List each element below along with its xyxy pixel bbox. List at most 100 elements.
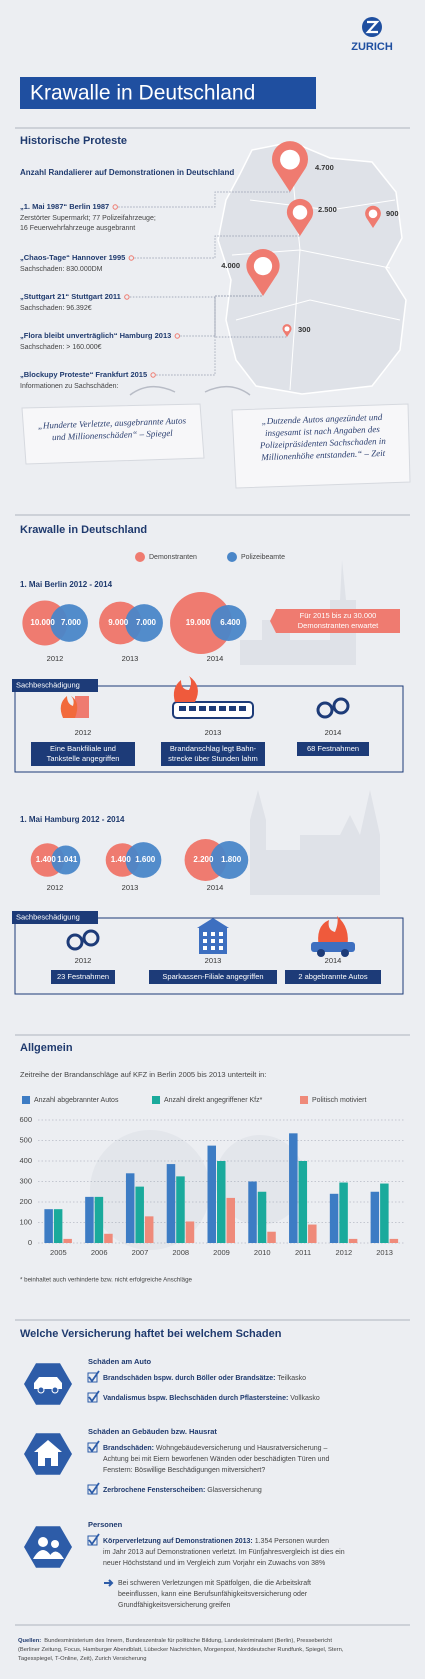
bubble-label: 7.000: [136, 618, 157, 627]
quote: Millionenhöhe entstanden.“ – Zeit: [260, 448, 386, 462]
y-tick-label: 0: [28, 1238, 32, 1247]
bar: [207, 1145, 216, 1243]
damage-tab: [12, 679, 98, 692]
quote: und Millionenschäden“ – Spiegel: [52, 428, 174, 442]
quote-paper: [21, 403, 205, 465]
source-text: Tagesspiegel, T-Online, Zeit), Zurich Ve…: [18, 1656, 146, 1662]
caption-box: [149, 970, 277, 984]
icon: [209, 706, 216, 711]
bar: [267, 1231, 276, 1243]
legend-swatch: [300, 1096, 308, 1104]
map: [217, 141, 407, 395]
bar: [348, 1238, 358, 1243]
bubble-police: [210, 841, 249, 879]
pin-hole: [253, 256, 273, 276]
caption-box: [161, 742, 265, 766]
protest-detail: Zerstörter Supermarkt; 77 Polizeifahrzeu…: [20, 215, 156, 222]
caption: Tankstelle angegriffen: [47, 754, 120, 763]
pin-label: 2.500: [318, 205, 337, 214]
icon: [51, 1386, 59, 1394]
group-title: Schäden an Gebäuden bzw. Hausrat: [88, 1427, 217, 1436]
y-tick-label: 600: [19, 1115, 32, 1124]
source-line: Quellen: Bundesministerium des Innern, Bu…: [18, 1638, 332, 1644]
caption: Sparkassen-Filiale angegriffen: [162, 972, 263, 981]
subtitle: Anzahl Randalierer auf Demonstrationen i…: [20, 168, 234, 177]
year-label: 2014: [207, 883, 224, 892]
legend-label: Demonstranten: [149, 554, 197, 561]
legend-swatch: [227, 552, 237, 562]
bar: [257, 1191, 267, 1243]
bar: [44, 1209, 53, 1243]
icon: [203, 946, 207, 950]
callout-text: Für 2015 bis zu 30.000: [300, 611, 377, 620]
checkbox: [87, 1442, 98, 1453]
bar: [63, 1238, 72, 1243]
bubble-label: 10.000: [30, 618, 55, 627]
footnote: * beinhaltet auch verhinderte bzw. nicht…: [20, 1277, 193, 1284]
pin-label: 4.700: [315, 163, 334, 172]
connector: [134, 235, 300, 259]
x-tick-label: 2006: [91, 1248, 108, 1257]
protest-title: „Chaos-Tage“ Hannover 1995: [20, 253, 125, 262]
pin-hole: [280, 149, 300, 170]
connector-dot: [124, 294, 130, 300]
bubble-label: 1.400: [36, 855, 57, 864]
bubble-label: 1.041: [57, 855, 78, 864]
legend-swatch: [135, 552, 145, 562]
bubble-label: 7.000: [61, 618, 82, 627]
year-label: 2012: [75, 728, 92, 737]
x-tick-label: 2008: [172, 1248, 189, 1257]
note-arrow: [104, 1579, 114, 1587]
note-text: Bei schweren Verletzungen mit Spätfolgen…: [118, 1580, 311, 1587]
year-label: 2012: [75, 956, 92, 965]
item-bold: Vandalismus bspw. Blechschäden durch Pfl…: [103, 1395, 288, 1402]
icon: [219, 946, 223, 950]
caption: Brandanschlag legt Bahn-: [170, 744, 257, 753]
connector-dot: [174, 333, 180, 339]
callout-box: [270, 609, 400, 633]
pin-hole: [368, 209, 378, 219]
legend-label: Anzahl direkt angegriffener Kfz*: [164, 1097, 263, 1104]
note-text: beeinflussen, kann eine Berufsunfähigkei…: [118, 1591, 308, 1598]
caption-box: [51, 970, 115, 984]
bar: [135, 1186, 144, 1243]
year-label: 2012: [47, 654, 64, 663]
checkbox: [87, 1484, 98, 1495]
damage-label: Sachbeschädigung: [16, 680, 80, 689]
damage-tab: [12, 911, 98, 924]
item-normal: Glasversicherung: [205, 1487, 262, 1494]
icon: [37, 1386, 45, 1394]
page-title: Krawalle in Deutschland: [30, 82, 255, 105]
section-heading: Allgemein: [20, 1042, 73, 1054]
icon: [318, 916, 348, 948]
source-text: (Berliner Zeitung, Focus, Hamburger Aben…: [18, 1647, 344, 1653]
bar: [217, 1161, 226, 1243]
caption-box: [285, 970, 381, 984]
bubble-label: 6.400: [220, 618, 241, 627]
source-line: Tagesspiegel, T-Online, Zeit), Zurich Ve…: [18, 1656, 146, 1662]
caption: 2 abgebrannte Autos: [298, 972, 367, 981]
icon: [179, 706, 186, 711]
bar: [380, 1183, 389, 1243]
bubble-label: 19.000: [186, 618, 211, 627]
caption: Eine Bankfiliale und: [50, 744, 116, 753]
bubble-demonstrators: [170, 592, 233, 654]
icon: [239, 706, 246, 711]
checkbox: [87, 1392, 98, 1403]
protest-title: „Flora bleibt unverträglich“ Hamburg 201…: [20, 331, 171, 340]
year-label: 2014: [325, 956, 342, 965]
bar: [226, 1197, 235, 1243]
year-label: 2013: [205, 728, 222, 737]
icon: [199, 706, 206, 711]
bar: [329, 1193, 339, 1243]
section-heading: Krawalle in Deutschland: [20, 524, 147, 536]
item-normal: Teilkasko: [275, 1375, 306, 1382]
year-label: 2013: [122, 654, 139, 663]
logo-z: [365, 20, 380, 34]
icon: [341, 949, 349, 957]
item-text: neuer Höchststand und im Vergleich zum V…: [103, 1560, 325, 1567]
checkbox: [87, 1372, 98, 1383]
x-tick-label: 2011: [295, 1248, 311, 1257]
bar: [176, 1176, 185, 1243]
legend-swatch: [22, 1096, 30, 1104]
